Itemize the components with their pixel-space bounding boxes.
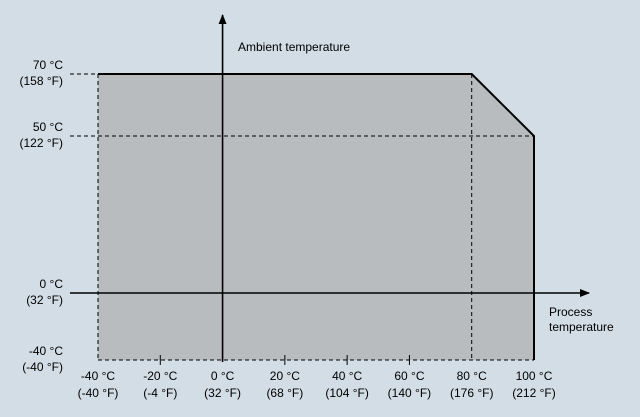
y-tick-label: (158 °F) xyxy=(20,74,63,88)
y-tick-label: -40 °C xyxy=(29,344,63,358)
x-tick-marks xyxy=(159,355,410,365)
x-tick-label: -40 °C xyxy=(81,369,115,383)
x-tick-label: (176 °F) xyxy=(450,386,493,400)
region-boundary xyxy=(98,73,535,360)
y-tick-label: 50 °C xyxy=(33,120,63,134)
x-tick-label: (140 °F) xyxy=(388,386,431,400)
x-tick-label: (68 °F) xyxy=(266,386,303,400)
x-tick-label: (-40 °F) xyxy=(78,386,119,400)
y-axis-title: Ambient temperature xyxy=(238,40,350,54)
x-tick-label: 40 °C xyxy=(332,369,362,383)
x-tick-label: (212 °F) xyxy=(512,386,555,400)
y-tick-label: 70 °C xyxy=(33,58,63,72)
x-axis-title-line2: temperature xyxy=(549,320,614,334)
operating-region xyxy=(98,74,534,360)
y-tick-label: (32 °F) xyxy=(26,293,63,307)
x-axis-title-line1: Process xyxy=(549,305,592,319)
x-tick-label: 60 °C xyxy=(394,369,424,383)
y-tick-label: (122 °F) xyxy=(20,136,63,150)
x-tick-label: (32 °F) xyxy=(204,386,241,400)
x-tick-label: (-4 °F) xyxy=(143,386,177,400)
y-tick-label: 0 °C xyxy=(40,277,64,291)
x-tick-label: 0 °C xyxy=(211,369,235,383)
x-tick-label: 80 °C xyxy=(457,369,487,383)
x-tick-label: 20 °C xyxy=(270,369,300,383)
y-tick-label: (-40 °F) xyxy=(22,360,63,374)
y-tick-labels: 70 °C (158 °F) 50 °C (122 °F) 0 °C (32 °F) -40… xyxy=(20,58,64,374)
x-tick-label: 100 °C xyxy=(516,369,553,383)
x-tick-labels: -40 °C (-40 °F) -20 °C (-4 °F) 0 °C (32 °F) 20… xyxy=(78,369,556,400)
x-tick-label: (104 °F) xyxy=(325,386,368,400)
x-tick-label: -20 °C xyxy=(143,369,177,383)
